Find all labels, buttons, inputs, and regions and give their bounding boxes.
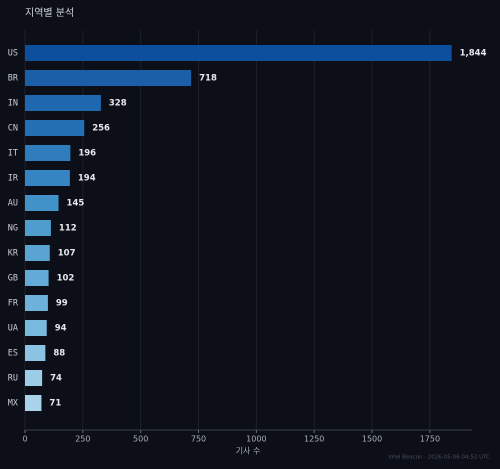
y-tick-label: RU bbox=[8, 374, 18, 384]
value-label: 1,844 bbox=[460, 49, 487, 59]
value-label: 71 bbox=[49, 399, 61, 409]
bar bbox=[25, 120, 85, 136]
y-tick-label: IN bbox=[8, 99, 18, 109]
y-tick-label: ES bbox=[8, 349, 18, 359]
x-tick-label: 1250 bbox=[304, 435, 324, 444]
value-label: 328 bbox=[109, 99, 127, 109]
bar bbox=[25, 345, 46, 361]
x-tick-label: 500 bbox=[133, 435, 148, 444]
value-label: 145 bbox=[67, 199, 85, 209]
y-tick-label: AU bbox=[8, 199, 18, 209]
bar bbox=[25, 270, 49, 286]
y-tick-label: IT bbox=[8, 149, 18, 159]
value-label: 99 bbox=[56, 299, 68, 309]
bar bbox=[25, 220, 51, 236]
y-tick-label: GB bbox=[8, 274, 18, 284]
value-label: 718 bbox=[199, 74, 217, 84]
value-label: 107 bbox=[58, 249, 76, 259]
bar bbox=[25, 395, 42, 411]
y-tick-label: MX bbox=[8, 399, 19, 409]
y-tick-label: FR bbox=[8, 299, 19, 309]
bar bbox=[25, 195, 59, 211]
y-tick-label: CN bbox=[8, 124, 18, 134]
value-label: 112 bbox=[59, 224, 77, 234]
x-tick-label: 1000 bbox=[246, 435, 266, 444]
footer: Intel Beacon · 2026-05-06 04:52 UTC bbox=[388, 455, 490, 461]
bar bbox=[25, 170, 70, 186]
bar bbox=[25, 70, 192, 86]
value-label: 256 bbox=[92, 124, 110, 134]
y-tick-label: US bbox=[8, 49, 18, 59]
bar bbox=[25, 295, 48, 311]
y-tick-label: BR bbox=[8, 74, 19, 84]
x-tick-label: 750 bbox=[191, 435, 206, 444]
y-tick-label: UA bbox=[8, 324, 18, 334]
value-label: 74 bbox=[50, 374, 62, 384]
value-label: 88 bbox=[53, 349, 65, 359]
x-axis-label: 기사 수 bbox=[236, 447, 261, 456]
value-label: 196 bbox=[78, 149, 96, 159]
bar bbox=[25, 145, 71, 161]
bar bbox=[25, 95, 101, 111]
chart-title: 지역별 분석 bbox=[25, 7, 74, 19]
bar bbox=[25, 320, 47, 336]
x-tick-label: 1750 bbox=[420, 435, 440, 444]
bar bbox=[25, 245, 50, 261]
value-label: 94 bbox=[55, 324, 67, 334]
y-tick-label: KR bbox=[8, 249, 19, 259]
x-tick-label: 250 bbox=[75, 435, 90, 444]
bar bbox=[25, 370, 43, 386]
y-tick-label: NG bbox=[8, 224, 18, 234]
value-label: 194 bbox=[78, 174, 96, 184]
y-tick-label: IR bbox=[8, 174, 19, 184]
bar bbox=[25, 45, 452, 61]
value-label: 102 bbox=[57, 274, 75, 284]
x-tick-label: 0 bbox=[22, 435, 27, 444]
x-tick-label: 1500 bbox=[362, 435, 382, 444]
